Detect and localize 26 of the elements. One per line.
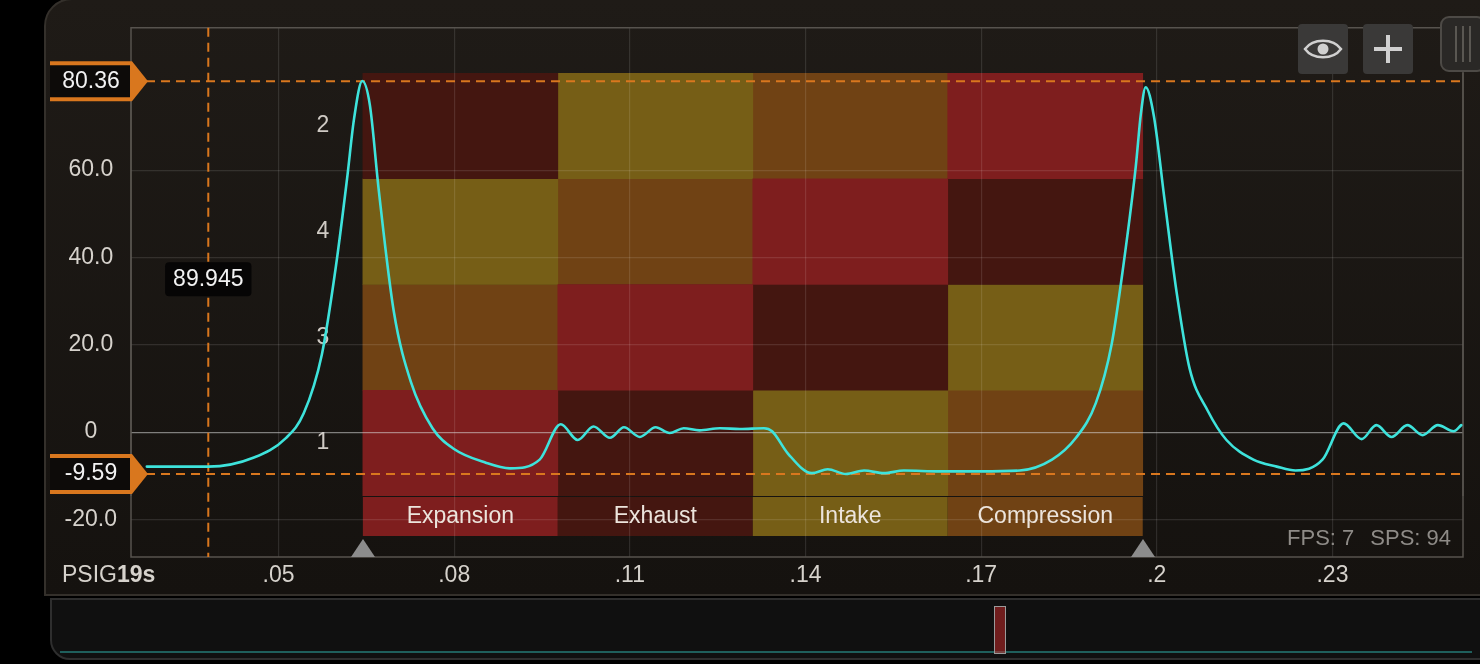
x-axis-title: 19s [117, 561, 156, 588]
x-tick-label: .23 [1316, 561, 1349, 588]
y-tick-label: 20.0 [68, 330, 114, 357]
ref-line-label: 80.36 [62, 66, 120, 93]
x-tick-label: .2 [1147, 561, 1167, 588]
series-label: Exhaust [613, 502, 698, 529]
ref-line-label: -9.59 [64, 459, 118, 486]
series-label: Compression [977, 502, 1113, 529]
y-tick-label: 40.0 [68, 242, 114, 269]
y-tick-label: -20.0 [64, 504, 118, 531]
x-tick-label: .05 [262, 561, 295, 588]
series-label: Intake [818, 502, 882, 529]
y-tick-label: 4 [316, 216, 330, 243]
annotation: FPS: 7 [1287, 525, 1355, 551]
x-tick-label: .11 [614, 561, 645, 588]
x-tick-label: .14 [789, 561, 822, 588]
series-label: Expansion [406, 502, 515, 529]
x-tick-label: .17 [965, 561, 998, 588]
y-axis-title: PSIG [62, 561, 117, 588]
y-tick-label: 2 [316, 111, 330, 138]
y-tick-label: 60.0 [68, 155, 114, 182]
annotation: 89.945 [173, 264, 244, 291]
y-tick-label: 0 [84, 417, 98, 444]
x-tick-label: .08 [438, 561, 471, 588]
y-tick-label: 1 [316, 428, 330, 455]
annotation: SPS: 94 [1370, 525, 1451, 551]
